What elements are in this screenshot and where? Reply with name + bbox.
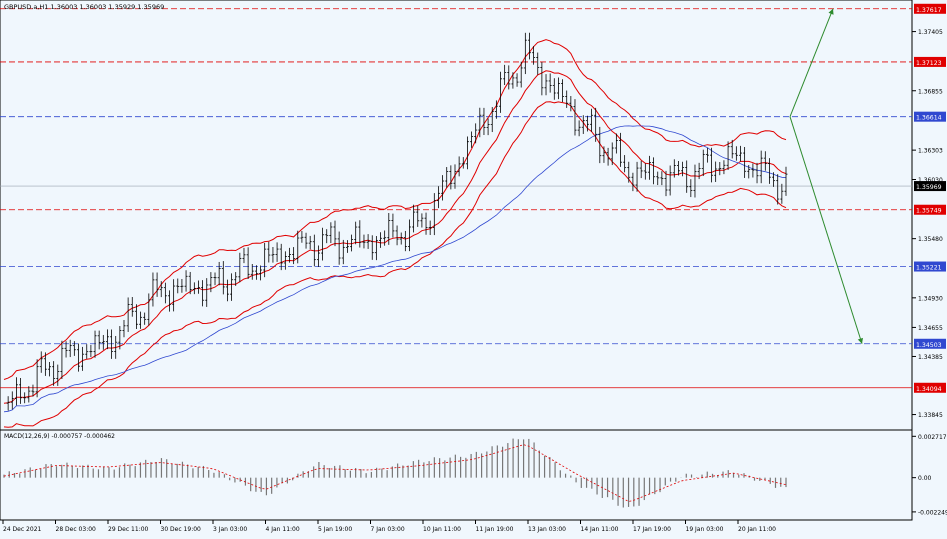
level-label: 1.35749 bbox=[916, 208, 942, 215]
time-tick-label: 17 Jan 19:00 bbox=[633, 526, 671, 533]
forecast-arrows bbox=[789, 8, 863, 344]
forecast-arrow bbox=[789, 8, 834, 117]
macd-bars bbox=[3, 438, 787, 508]
level-label-box bbox=[914, 382, 946, 393]
macd-tick-label: 0.00 bbox=[918, 475, 932, 482]
price-tick-label: 1.34385 bbox=[918, 354, 943, 361]
time-tick-label: 5 Jan 19:00 bbox=[318, 526, 352, 533]
time-tick-label: 29 Dec 11:00 bbox=[108, 526, 149, 533]
level-label: 1.37123 bbox=[916, 60, 942, 67]
time-axis-labels: 24 Dec 2021 28 Dec 03:00 29 Dec 11:00 30 De… bbox=[2, 520, 776, 533]
level-label-box bbox=[914, 338, 946, 349]
level-label: 1.35969 bbox=[916, 184, 942, 191]
level-label: 1.36614 bbox=[916, 115, 942, 122]
price-tick-label: 1.34655 bbox=[918, 325, 943, 332]
price-axis-ticks: 1.37405 1.36855 1.36303 1.36030 1.35480 1.349… bbox=[912, 29, 943, 419]
lower-band bbox=[3, 101, 787, 428]
price-level-labels: 1.37617 1.37123 1.36614 1.35969 1.35749 1.352… bbox=[914, 3, 946, 393]
price-level-lines bbox=[0, 8, 912, 389]
time-tick-label: 7 Jan 03:00 bbox=[371, 526, 405, 533]
price-tick-label: 1.36030 bbox=[918, 177, 943, 184]
time-tick-label: 13 Jan 03:00 bbox=[528, 526, 566, 533]
level-label-box bbox=[914, 261, 946, 272]
level-label-box bbox=[914, 111, 946, 122]
level-label: 1.34094 bbox=[916, 386, 942, 393]
forecast-arrow-head bbox=[828, 8, 834, 15]
time-tick-label: 14 Jan 11:00 bbox=[581, 526, 619, 533]
time-tick-label: 24 Dec 2021 bbox=[3, 526, 42, 533]
level-label-box bbox=[914, 3, 946, 14]
level-label: 1.37617 bbox=[916, 7, 942, 14]
macd-tick-label: 0.002717 bbox=[918, 434, 947, 441]
time-tick-label: 28 Dec 03:00 bbox=[56, 526, 97, 533]
time-tick-label: 3 Jan 03:00 bbox=[213, 526, 247, 533]
price-tick-label: 1.35480 bbox=[918, 236, 943, 243]
price-tick-label: 1.33845 bbox=[918, 412, 943, 419]
time-tick-label: 19 Jan 03:00 bbox=[686, 526, 724, 533]
middle-band bbox=[3, 70, 787, 404]
forecast-arrow-head bbox=[857, 337, 863, 344]
time-tick-label: 10 Jan 11:00 bbox=[423, 526, 461, 533]
price-tick-label: 1.34930 bbox=[918, 295, 943, 302]
level-label: 1.34503 bbox=[916, 342, 942, 349]
level-label-box bbox=[914, 56, 946, 67]
macd-title: MACD(12,26,9) -0.000757 -0.000462 bbox=[4, 433, 115, 440]
macd-panel bbox=[0, 429, 913, 521]
macd-tick-label: -0.002249 bbox=[918, 509, 947, 516]
main-panel bbox=[0, 0, 913, 431]
macd-axis-ticks: 0.002717 0.00 -0.002249 bbox=[912, 434, 947, 516]
time-tick-label: 11 Jan 19:00 bbox=[476, 526, 514, 533]
price-tick-label: 1.36303 bbox=[918, 148, 943, 155]
slow-moving-average bbox=[3, 125, 787, 413]
level-label-box bbox=[914, 181, 946, 192]
price-tick-label: 1.36855 bbox=[918, 88, 943, 95]
forecast-arrow bbox=[789, 116, 863, 344]
price-tick-label: 1.37405 bbox=[918, 29, 943, 36]
price-bars bbox=[6, 32, 788, 411]
level-label: 1.35221 bbox=[916, 265, 942, 272]
level-label-box bbox=[914, 204, 946, 215]
bollinger-bands bbox=[3, 39, 787, 428]
macd-signal-line bbox=[3, 444, 787, 502]
time-tick-label: 20 Jan 11:00 bbox=[738, 526, 776, 533]
time-tick-label: 30 Dec 19:00 bbox=[161, 526, 202, 533]
time-tick-label: 4 Jan 11:00 bbox=[266, 526, 300, 533]
chart-title: GBPUSD.a,H1 1.36003 1.36003 1.35929 1.35… bbox=[4, 3, 164, 11]
upper-band bbox=[3, 39, 787, 380]
